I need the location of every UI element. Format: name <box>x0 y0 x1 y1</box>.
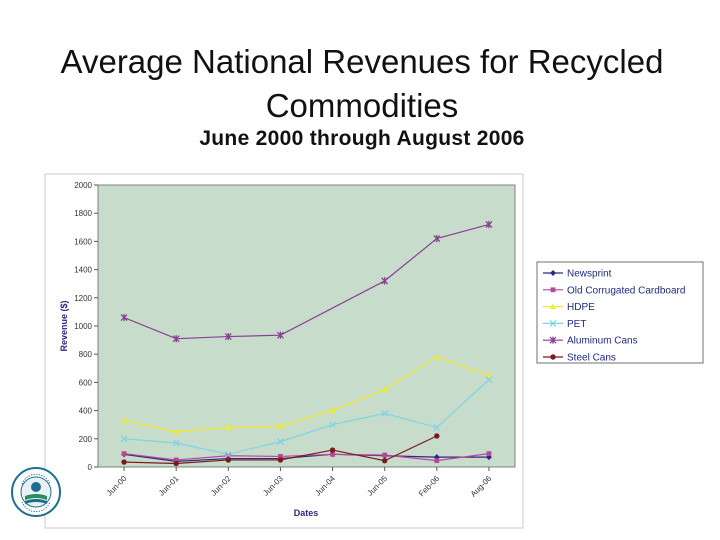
data-point <box>433 234 441 243</box>
data-point <box>121 451 127 457</box>
data-point <box>172 335 180 343</box>
legend-marker <box>550 270 556 276</box>
data-point <box>121 417 128 423</box>
data-point <box>485 376 493 384</box>
data-point <box>120 435 128 443</box>
data-point <box>225 453 231 459</box>
data-point <box>434 433 440 439</box>
y-axis-label: Revenue ($) <box>59 300 69 351</box>
y-tick-label: 600 <box>79 378 93 387</box>
legend: Newsprint Old Corrugated Cardboard HDPE PET… <box>536 261 704 364</box>
data-point <box>276 331 284 339</box>
data-point <box>224 450 232 458</box>
data-point <box>172 439 180 447</box>
legend-label: HDPE <box>567 302 595 313</box>
y-tick-label: 2000 <box>74 181 92 190</box>
y-tick-label: 800 <box>79 350 93 359</box>
data-point <box>173 428 180 435</box>
data-point <box>330 451 335 457</box>
data-point <box>120 313 128 322</box>
data-point <box>173 457 179 463</box>
y-tick-label: 1000 <box>74 322 92 331</box>
legend-label: PET <box>567 319 586 330</box>
page-subtitle: June 2000 through August 2006 <box>199 127 525 150</box>
data-point <box>434 458 440 464</box>
legend-label: Steel Cans <box>567 353 616 364</box>
data-point <box>224 332 232 341</box>
y-tick-label: 0 <box>88 463 93 472</box>
y-tick-label: 1600 <box>74 237 92 246</box>
data-point <box>381 457 388 464</box>
data-point <box>329 421 337 429</box>
data-point <box>381 277 389 285</box>
legend-label: Old Corrugated Cardboard <box>567 285 685 296</box>
legend-label: Aluminum Cans <box>567 336 638 347</box>
data-point <box>276 438 284 446</box>
y-tick-label: 1400 <box>74 266 92 275</box>
y-tick-label: 400 <box>79 407 93 416</box>
y-tick-label: 1200 <box>74 294 92 303</box>
data-point <box>121 459 127 465</box>
legend-marker <box>549 319 557 327</box>
data-point <box>173 460 179 467</box>
legend-label: Newsprint <box>567 269 612 280</box>
series-markers <box>120 220 493 467</box>
data-point <box>329 407 336 413</box>
data-point <box>225 457 232 463</box>
series-line <box>124 379 490 455</box>
legend-box <box>536 261 704 364</box>
data-point <box>433 354 440 360</box>
data-point <box>381 386 388 392</box>
y-axis: 0 200 400 600 800 1000 1200 1400 1600 1800 2000 <box>74 181 98 472</box>
data-point <box>486 451 492 457</box>
y-tick-label: 200 <box>79 435 93 444</box>
data-point <box>278 454 283 459</box>
data-point <box>485 220 493 229</box>
data-point <box>433 424 441 431</box>
epa-seal-icon <box>11 467 61 517</box>
data-point <box>381 409 389 417</box>
page-title: Average National Revenues for Recycled C… <box>60 43 664 124</box>
plot-area <box>97 184 516 468</box>
data-point <box>225 424 232 430</box>
data-point <box>277 457 284 463</box>
y-tick-label: 1800 <box>74 209 92 218</box>
data-point <box>485 372 492 378</box>
series-line <box>123 453 489 462</box>
data-point <box>329 447 336 453</box>
series-line <box>123 356 490 433</box>
legend-marker <box>550 354 556 360</box>
x-axis-label: Dates <box>294 508 319 518</box>
data-point <box>277 423 284 429</box>
legend-marker <box>550 303 556 309</box>
legend-marker <box>549 336 557 344</box>
legend-marker <box>550 287 556 293</box>
data-point <box>382 452 388 458</box>
